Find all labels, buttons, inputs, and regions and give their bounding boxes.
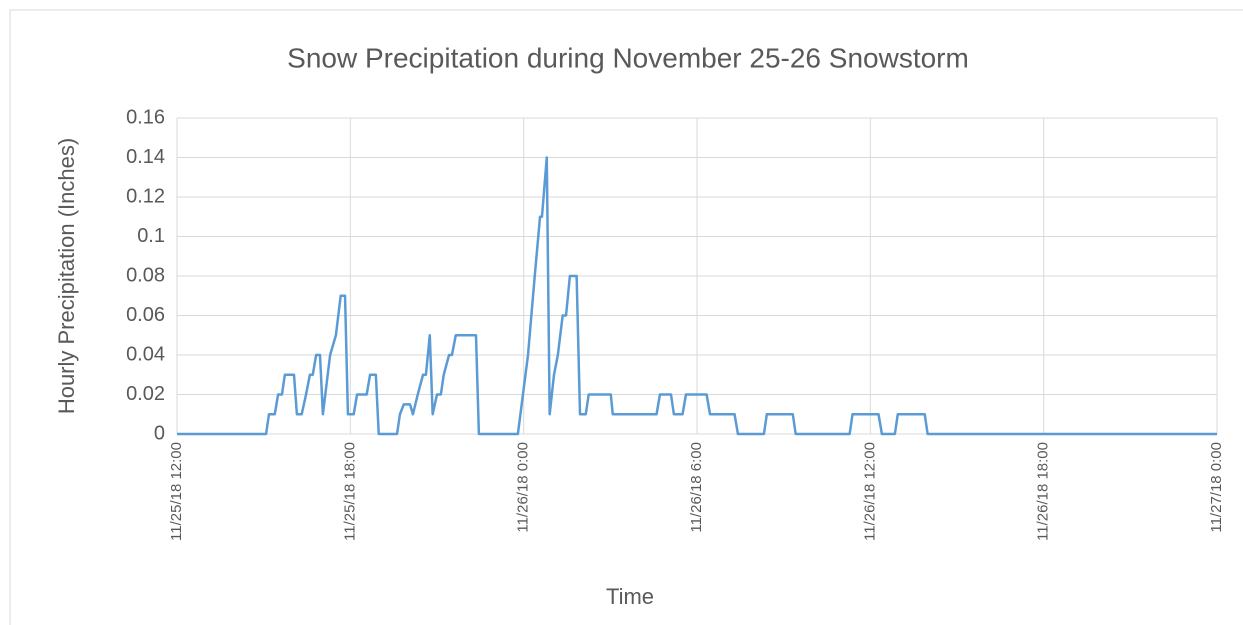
y-tick-label: 0.12 [126,185,165,207]
x-tick-label: 11/25/18 18:00 [341,442,358,541]
y-axis-label: Hourly Precipitation (Inches) [54,138,79,414]
y-tick-label: 0.1 [137,225,165,247]
y-tick-label: 0 [154,422,165,444]
x-tick-label: 11/26/18 6:00 [688,442,705,533]
y-tick-label: 0.04 [126,343,165,365]
x-axis-label: Time [606,584,654,609]
x-tick-label: 11/26/18 18:00 [1035,442,1052,541]
x-tick-label: 11/26/18 12:00 [861,442,878,541]
x-tick-label: 11/26/18 0:00 [515,442,532,533]
y-tick-label: 0.16 [126,106,165,128]
y-tick-label: 0.14 [126,146,165,168]
x-tick-label: 11/25/18 12:00 [168,442,185,541]
x-tick-label: 11/27/18 0:00 [1208,442,1225,533]
chart-frame [9,9,1243,625]
chart-title: Snow Precipitation during November 25-26… [287,42,969,73]
y-tick-label: 0.06 [126,304,165,326]
y-tick-label: 0.02 [126,383,165,405]
y-tick-label: 0.08 [126,264,165,286]
data-line [177,156,1217,436]
